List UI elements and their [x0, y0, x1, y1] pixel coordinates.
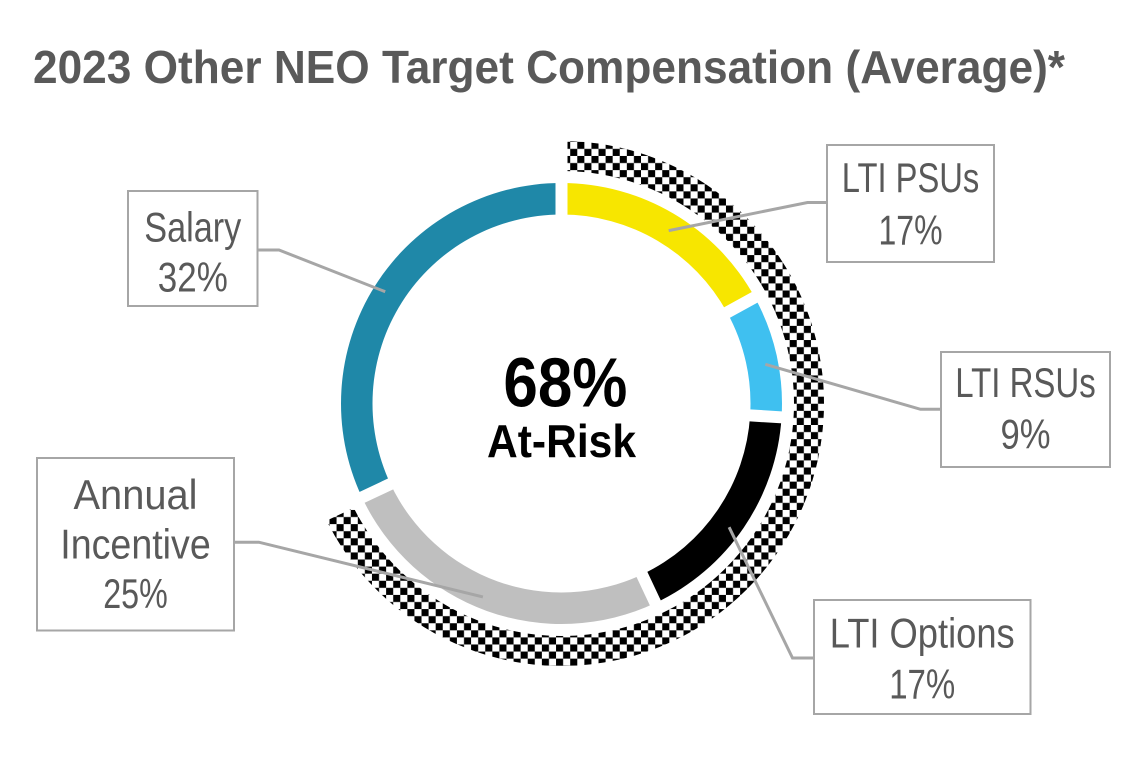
svg-text:At-Risk: At-Risk — [487, 415, 636, 467]
svg-text:9%: 9% — [1001, 411, 1051, 458]
svg-text:Annual: Annual — [74, 471, 198, 518]
svg-text:LTI RSUs: LTI RSUs — [955, 359, 1096, 406]
svg-text:Salary: Salary — [144, 204, 241, 251]
svg-text:17%: 17% — [889, 660, 955, 707]
svg-text:68%: 68% — [503, 344, 627, 422]
svg-text:17%: 17% — [879, 207, 943, 254]
svg-text:LTI PSUs: LTI PSUs — [842, 154, 980, 201]
svg-text:32%: 32% — [158, 253, 228, 300]
svg-text:25%: 25% — [103, 570, 168, 617]
svg-text:Incentive: Incentive — [60, 521, 211, 568]
svg-text:2023 Other NEO Target Compensa: 2023 Other NEO Target Compensation (Aver… — [33, 41, 1066, 93]
svg-text:LTI Options: LTI Options — [830, 610, 1015, 657]
